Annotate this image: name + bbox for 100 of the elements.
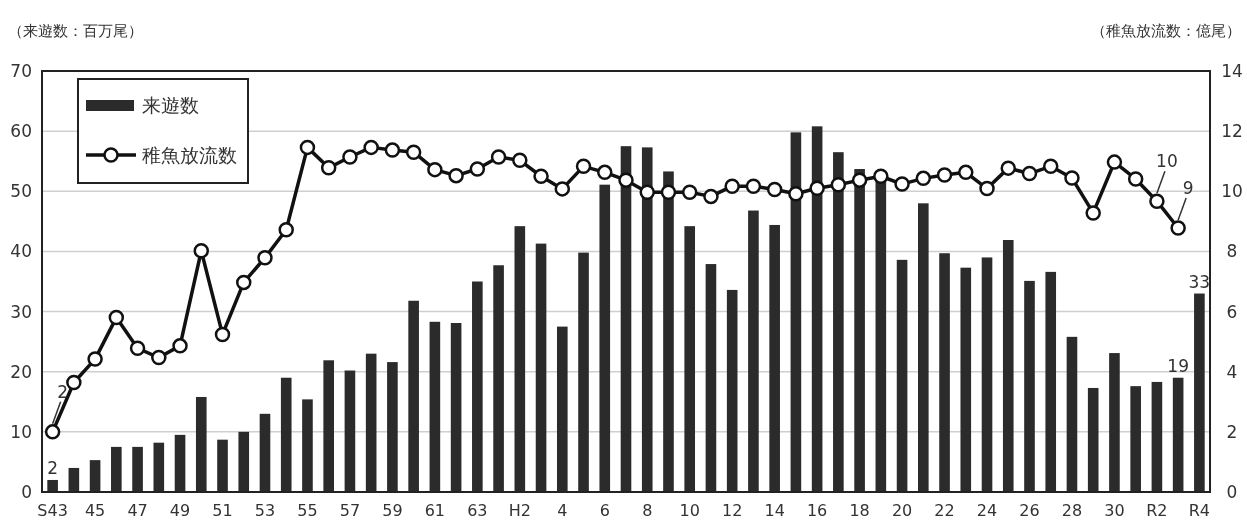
point: [1085, 205, 1101, 221]
y2-tick-label: 14: [1221, 61, 1243, 81]
y2-tick-label: 6: [1226, 301, 1238, 322]
x-tick-label: 51: [212, 501, 233, 520]
point: [1042, 158, 1059, 175]
point: [745, 178, 762, 194]
point: [851, 172, 868, 188]
point: [766, 181, 783, 198]
point: [151, 349, 167, 366]
point: [660, 184, 677, 200]
point: [533, 168, 549, 184]
point: [299, 139, 316, 156]
x-tick-label: 16: [806, 501, 828, 520]
point: [1106, 154, 1123, 170]
point: [1170, 220, 1186, 236]
y-tick-label: 40: [10, 241, 32, 262]
x-tick-label: 55: [297, 501, 318, 520]
point: [575, 158, 592, 175]
data-label: 10: [1156, 151, 1178, 172]
point: [44, 424, 61, 440]
x-tick-label: 18: [849, 501, 870, 520]
data-label: 19: [1167, 355, 1189, 376]
point: [427, 161, 443, 178]
y2-tick-label: 12: [1221, 121, 1243, 142]
point: [894, 176, 910, 192]
x-tick-label: S43: [37, 501, 68, 520]
point: [936, 167, 953, 183]
point: [1021, 165, 1038, 182]
x-tick-label: 20: [891, 501, 913, 520]
x-tick-label: H2: [508, 501, 531, 520]
x-tick-label: 49: [169, 501, 191, 520]
x-tick-label: 47: [127, 501, 148, 520]
point: [1000, 160, 1016, 176]
point: [384, 142, 401, 158]
y2-tick-label: 0: [1226, 482, 1238, 502]
x-tick-label: 22: [934, 501, 955, 520]
point: [172, 338, 188, 354]
point: [597, 164, 613, 181]
point: [320, 160, 337, 176]
y2-tick-label: 2: [1226, 421, 1238, 442]
y-tick-label: 30: [10, 301, 32, 322]
point: [639, 184, 655, 200]
point: [830, 176, 847, 193]
x-tick-label: 59: [382, 501, 403, 520]
point: [405, 144, 422, 160]
point: [278, 222, 294, 238]
point: [214, 326, 231, 343]
x-tick-label: 4: [557, 501, 568, 520]
point: [958, 164, 974, 181]
y-tick-label: 70: [10, 61, 32, 81]
point: [448, 167, 464, 184]
y-tick-label: 0: [21, 482, 32, 502]
x-tick-label: 10: [679, 501, 700, 520]
y2-tick-label: 10: [1221, 181, 1243, 202]
point: [703, 188, 719, 205]
y-tick-label: 50: [10, 181, 32, 202]
x-tick-label: R2: [1146, 501, 1168, 520]
point: [193, 243, 210, 259]
y-tick-label: 60: [10, 121, 32, 142]
x-tick-label: 63: [467, 501, 488, 520]
point: [108, 309, 125, 326]
x-tick-label: 8: [642, 501, 653, 520]
x-tick-label: 57: [339, 501, 361, 520]
point: [469, 161, 486, 177]
legend-label: 来遊数: [142, 94, 199, 116]
x-tick-label: 45: [84, 501, 106, 520]
point: [342, 149, 358, 165]
x-tick-label: 12: [722, 501, 743, 520]
x-tick-label: 53: [254, 501, 276, 520]
point: [129, 340, 146, 357]
y-axis-title: （来遊数：百万尾）: [8, 22, 143, 40]
point: [1149, 193, 1165, 209]
point: [554, 181, 571, 197]
point: [87, 351, 103, 367]
point: [490, 149, 507, 165]
x-tick-label: 24: [976, 501, 998, 520]
x-tick-label: 14: [764, 501, 785, 520]
y-tick-label: 10: [10, 421, 32, 442]
point: [681, 184, 698, 200]
x-tick-label: 26: [1019, 501, 1040, 520]
y2-tick-label: 8: [1226, 241, 1238, 262]
x-tick-label: 30: [1104, 501, 1125, 520]
point: [724, 178, 740, 194]
y2-tick-label: 4: [1226, 361, 1238, 382]
x-tick-label: R4: [1188, 501, 1211, 520]
point: [915, 170, 932, 187]
point: [257, 249, 273, 266]
point: [236, 274, 252, 291]
y-tick-label: 20: [10, 361, 32, 382]
point: [873, 168, 889, 184]
point: [809, 180, 825, 197]
point: [66, 374, 82, 391]
data-label: 33: [1188, 271, 1211, 292]
data-label: 9: [1182, 177, 1194, 198]
point: [1127, 171, 1144, 187]
x-tick-label: 6: [599, 501, 610, 520]
x-tick-label: 28: [1061, 501, 1083, 520]
y2-axis-title: （稚魚放流数：億尾）: [1091, 22, 1241, 40]
point: [363, 139, 379, 156]
point: [512, 152, 528, 169]
